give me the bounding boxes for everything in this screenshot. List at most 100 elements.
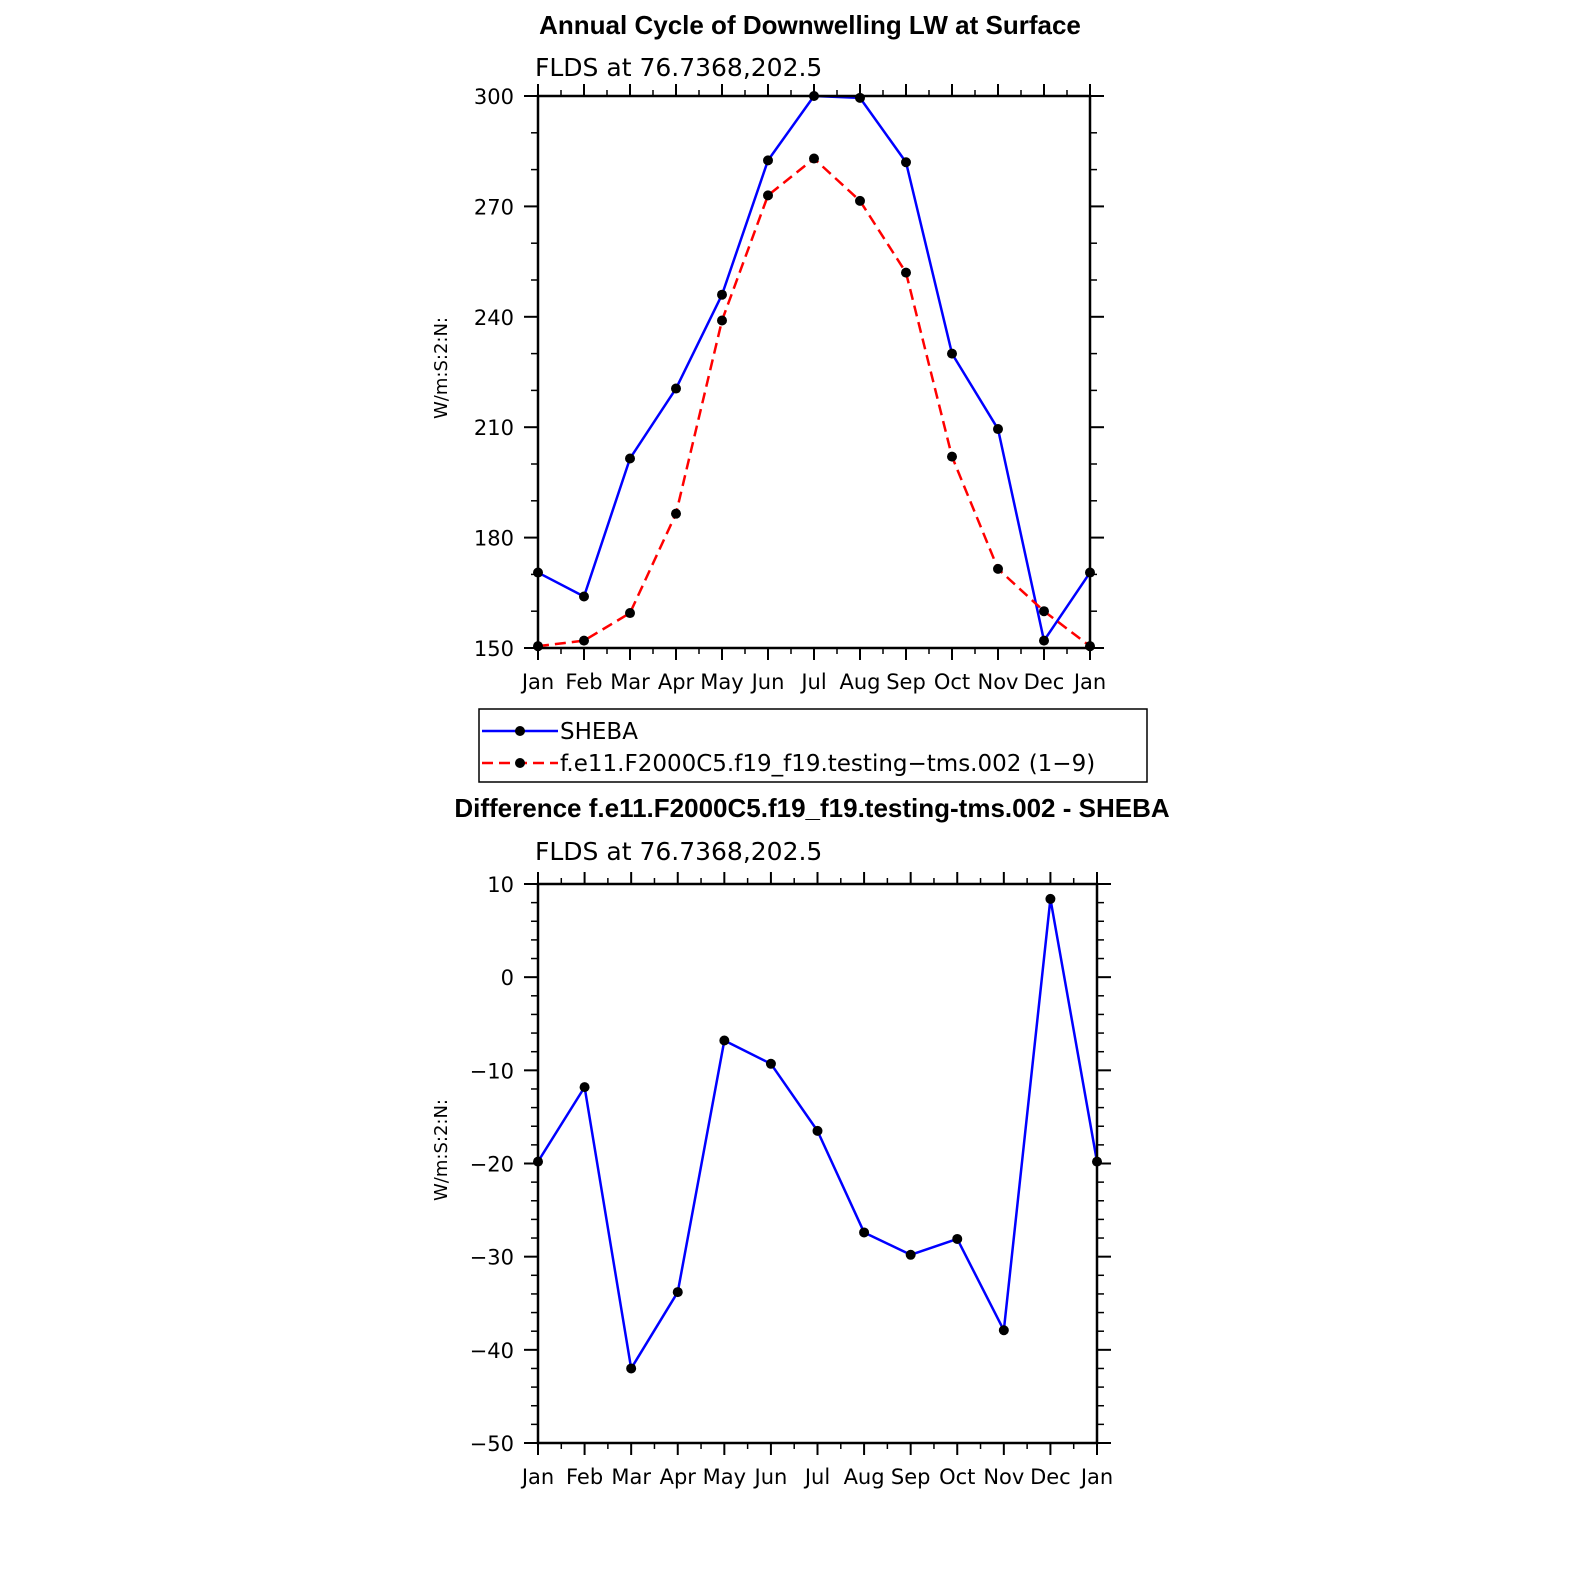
data-point (809, 153, 819, 164)
x-tick-label: Aug (839, 670, 880, 694)
chart2-y-tick-labels: −50 −40 −30 −20 −10 0 10 (470, 873, 514, 1456)
x-tick-label: Jan (1072, 670, 1106, 694)
data-point (717, 289, 727, 300)
x-tick-label: Feb (565, 670, 602, 694)
chart1-frame (536, 94, 1092, 650)
data-point (625, 453, 635, 464)
x-tick-label: Jan (520, 1465, 554, 1489)
chart2-points (533, 893, 1102, 1374)
legend-marker-sheba (515, 726, 525, 736)
x-tick-label: Jun (753, 1465, 788, 1489)
x-tick-label: Jan (1079, 1465, 1113, 1489)
legend-entry-sheba: SHEBA (482, 719, 638, 745)
data-point (1039, 635, 1049, 646)
chart1-x-tick-labels: Jan Feb Mar Apr May Jun Jul Aug Sep Oct Nov Dec Jan (520, 670, 1106, 694)
data-point (1045, 893, 1056, 904)
data-point (579, 591, 589, 602)
x-tick-label: Oct (934, 670, 970, 694)
y-tick-label: 210 (474, 416, 514, 440)
data-point (671, 508, 681, 519)
legend: SHEBA f.e11.F2000C5.f19_f19.testing−tms.… (478, 708, 1148, 783)
y-tick-label: −10 (470, 1059, 514, 1083)
data-point (765, 1058, 776, 1069)
data-point (672, 1287, 683, 1298)
data-point (855, 195, 865, 206)
y-tick-label: 240 (474, 306, 514, 330)
data-point (812, 1125, 823, 1136)
chart1-points (533, 91, 1095, 652)
chart1-y-tick-labels: 150 180 210 240 270 300 (474, 85, 514, 661)
data-point (671, 383, 681, 394)
chart1-y-axis-label: W/m:S:2:N: (431, 317, 452, 419)
data-point (579, 635, 589, 646)
y-tick-label: −50 (470, 1432, 514, 1456)
data-point (1039, 606, 1049, 617)
legend-label-model: f.e11.F2000C5.f19_f19.testing−tms.002 (1… (560, 751, 1095, 777)
y-tick-label: 270 (474, 195, 514, 219)
chart2-title: Difference f.e11.F2000C5.f19_f19.testing… (454, 793, 1170, 823)
x-tick-label: Nov (978, 670, 1019, 694)
x-tick-label: Jul (799, 670, 826, 694)
x-tick-label: Jul (803, 1465, 830, 1489)
x-tick-label: Dec (1030, 1465, 1071, 1489)
chart1-series (537, 94, 1092, 648)
y-tick-label: −40 (470, 1339, 514, 1363)
chart2-y-axis-label: W/m:S:2:N: (431, 1099, 452, 1201)
x-tick-label: Apr (658, 670, 695, 694)
legend-label-sheba: SHEBA (560, 719, 638, 745)
data-point (947, 451, 957, 462)
x-tick-label: Dec (1024, 670, 1065, 694)
data-point (763, 155, 773, 166)
data-point (579, 1082, 590, 1093)
x-tick-label: Apr (660, 1465, 697, 1489)
chart2-x-tick-labels: Jan Feb Mar Apr May Jun Jul Aug Sep Oct Nov Dec Jan (520, 1465, 1113, 1489)
data-point (905, 1249, 916, 1260)
data-point (901, 267, 911, 278)
chart1-subtitle: FLDS at 76.7368,202.5 (535, 53, 822, 82)
y-tick-label: 150 (474, 637, 514, 661)
x-tick-label: Nov (983, 1465, 1024, 1489)
x-tick-label: May (703, 1465, 746, 1489)
y-tick-label: −30 (470, 1246, 514, 1270)
data-point (625, 608, 635, 619)
y-tick-label: 180 (474, 527, 514, 551)
data-point (719, 1035, 730, 1046)
series-line-0 (537, 94, 1092, 642)
data-point (855, 92, 865, 103)
data-point (859, 1227, 870, 1238)
x-tick-label: Oct (939, 1465, 975, 1489)
data-point (717, 315, 727, 326)
x-tick-label: Mar (610, 670, 650, 694)
y-tick-label: 10 (487, 873, 514, 897)
x-tick-label: Aug (844, 1465, 885, 1489)
data-point (626, 1363, 637, 1374)
data-point (993, 563, 1003, 574)
data-point (901, 157, 911, 168)
series-line-1 (537, 157, 1091, 648)
difference-chart: Difference f.e11.F2000C5.f19_f19.testing… (431, 793, 1170, 1489)
data-point (952, 1233, 963, 1244)
x-tick-label: Jun (750, 670, 785, 694)
chart1-ticks (524, 84, 1104, 660)
x-tick-label: Feb (566, 1465, 603, 1489)
legend-entry-model: f.e11.F2000C5.f19_f19.testing−tms.002 (1… (482, 751, 1095, 777)
chart2-subtitle: FLDS at 76.7368,202.5 (535, 837, 822, 866)
x-tick-label: Mar (611, 1465, 651, 1489)
data-point (998, 1325, 1009, 1336)
x-tick-label: Sep (886, 670, 926, 694)
x-tick-label: Jan (520, 670, 554, 694)
chart2-frame (536, 882, 1099, 1445)
y-tick-label: −20 (470, 1153, 514, 1177)
data-point (947, 348, 957, 359)
data-point (763, 190, 773, 201)
x-tick-label: Sep (891, 1465, 931, 1489)
data-point (993, 424, 1003, 435)
chart1-title: Annual Cycle of Downwelling LW at Surfac… (539, 10, 1081, 40)
legend-box (478, 708, 1148, 783)
legend-marker-model (515, 758, 525, 768)
x-tick-label: May (700, 670, 743, 694)
y-tick-label: 0 (501, 966, 514, 990)
annual-cycle-chart: Annual Cycle of Downwelling LW at Surfac… (431, 10, 1106, 694)
y-tick-label: 300 (474, 85, 514, 109)
